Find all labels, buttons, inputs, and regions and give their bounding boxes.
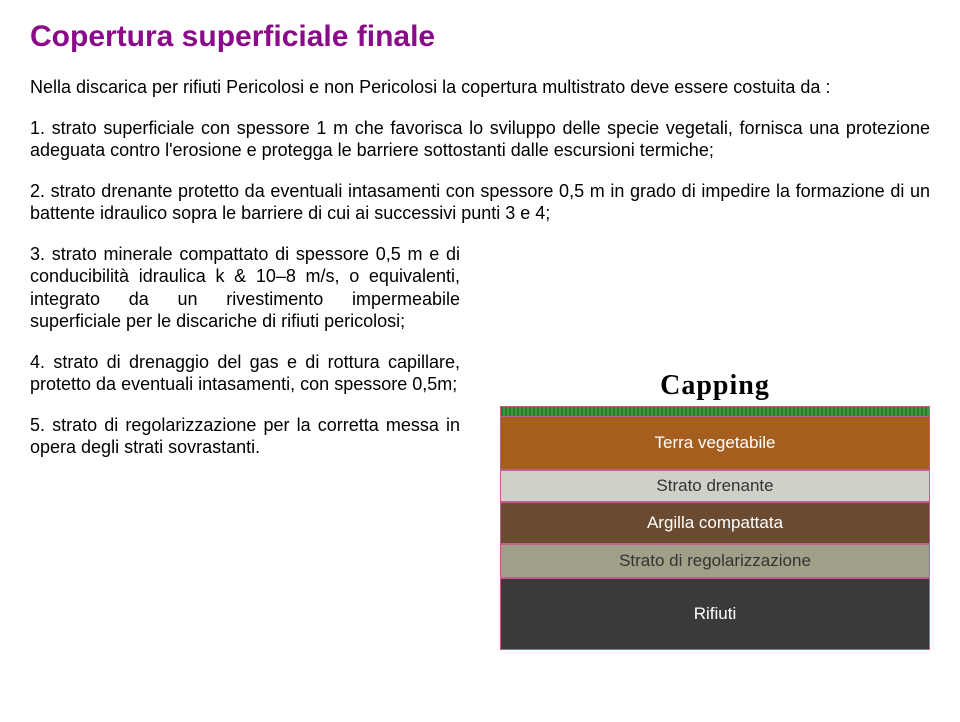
list-item-2: 2. strato drenante protetto da eventuali… bbox=[30, 180, 930, 225]
list-item-4: 4. strato di drenaggio del gas e di rott… bbox=[30, 351, 460, 396]
layer-strato-drenante: Strato drenante bbox=[500, 470, 930, 502]
list-item-5: 5. strato di regolarizzazione per la cor… bbox=[30, 414, 460, 459]
layer-argilla-compattata: Argilla compattata bbox=[500, 502, 930, 544]
diagram-title: Capping bbox=[500, 370, 930, 402]
grass-strip bbox=[500, 406, 930, 416]
page-title: Copertura superficiale finale bbox=[30, 20, 930, 54]
intro-text: Nella discarica per rifiuti Pericolosi e… bbox=[30, 76, 930, 99]
list-item-3: 3. strato minerale compattato di spessor… bbox=[30, 243, 460, 333]
layer-rifiuti: Rifiuti bbox=[500, 578, 930, 650]
layer-terra-vegetabile: Terra vegetabile bbox=[500, 416, 930, 470]
layer-strato-regolarizzazione: Strato di regolarizzazione bbox=[500, 544, 930, 578]
capping-diagram: Capping Terra vegetabile Strato drenante… bbox=[500, 370, 930, 650]
list-item-1: 1. strato superficiale con spessore 1 m … bbox=[30, 117, 930, 162]
